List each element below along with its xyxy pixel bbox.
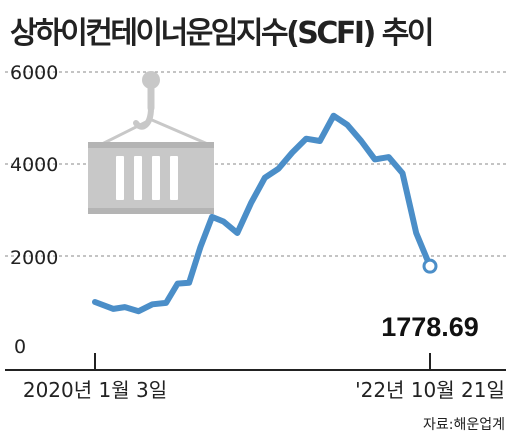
gridlines — [5, 71, 506, 257]
chart-title: 상하이컨테이너운임지수(SCFI) 추이 — [10, 16, 434, 51]
series-group — [92, 112, 438, 315]
x-tick-label-start: 2020년 1월 3일 — [23, 378, 167, 402]
shipping-container-icon — [88, 142, 214, 214]
source-note: 자료:해운업계 — [423, 417, 505, 433]
y-tick-label-0: 0 — [14, 336, 26, 358]
crane-hook-icon — [98, 71, 212, 147]
y-tick-label-6000: 6000 — [10, 62, 58, 84]
y-tick-label-4000: 4000 — [10, 154, 58, 176]
series-line — [92, 112, 433, 315]
last-point-marker — [422, 258, 438, 274]
last-value-label: 1778.69 — [381, 312, 479, 342]
y-tick-label-2000: 2000 — [10, 247, 58, 269]
x-tick-label-end: '22년 10월 21일 — [355, 378, 505, 402]
